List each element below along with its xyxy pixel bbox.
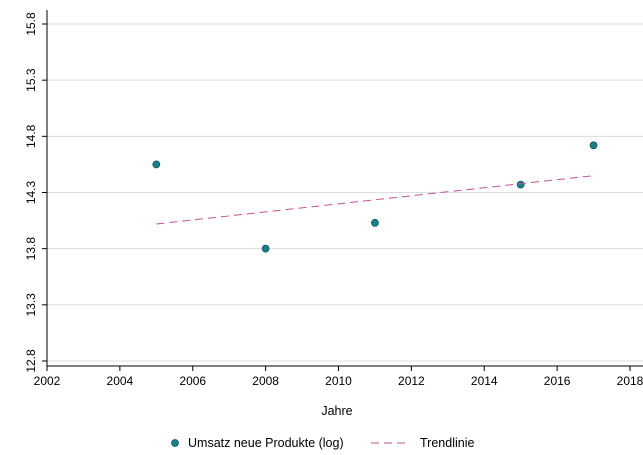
y-tick-label: 14.3 — [24, 180, 38, 204]
x-tick-label: 2012 — [398, 374, 425, 388]
x-tick-label: 2004 — [107, 374, 134, 388]
y-tick-label: 14.8 — [24, 124, 38, 148]
axes — [46, 10, 643, 367]
x-tick-label: 2016 — [544, 374, 571, 388]
y-ticks: 12.8 13.3 13.8 14.3 14.8 15.3 15.8 — [24, 12, 47, 373]
data-point — [371, 218, 379, 227]
x-tick-label: 2018 — [617, 374, 643, 388]
x-tick-label: 2008 — [252, 374, 279, 388]
legend: Umsatz neue Produkte (log) Trendlinie — [171, 436, 474, 450]
x-axis-title: Jahre — [321, 404, 352, 418]
data-point — [152, 160, 161, 169]
x-ticks: 2002 2004 2006 2008 2010 2012 2014 2016 2018 — [34, 366, 643, 388]
data-point — [261, 244, 270, 253]
x-tick-label: 2014 — [471, 374, 498, 388]
legend-label-scatter: Umsatz neue Produkte (log) — [188, 436, 344, 450]
y-tick-label: 13.3 — [24, 293, 38, 317]
data-point — [516, 180, 525, 189]
legend-label-trend: Trendlinie — [420, 436, 474, 450]
y-tick-label: 15.8 — [24, 12, 38, 36]
trend-line — [156, 175, 594, 225]
x-tick-label: 2006 — [179, 374, 206, 388]
y-tick-label: 15.3 — [24, 68, 38, 92]
y-tick-label: 13.8 — [24, 237, 38, 261]
legend-marker-scatter — [171, 439, 179, 447]
series-layer — [152, 141, 598, 253]
x-tick-label: 2010 — [325, 374, 352, 388]
grid — [47, 23, 643, 362]
data-point — [589, 141, 598, 150]
x-tick-label: 2002 — [34, 374, 61, 388]
y-tick-label: 12.8 — [24, 349, 38, 373]
